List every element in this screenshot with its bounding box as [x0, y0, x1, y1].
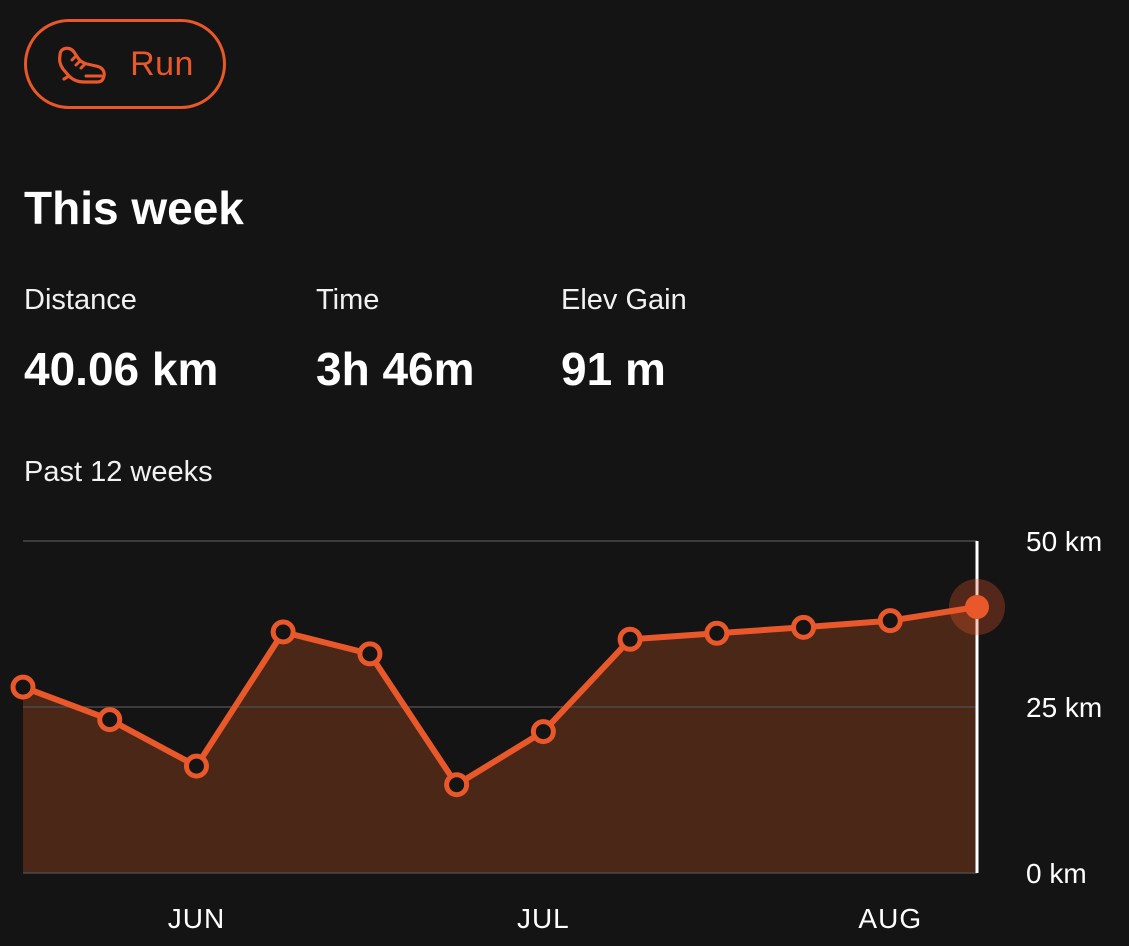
data-point[interactable]: [357, 641, 383, 667]
data-point[interactable]: [791, 614, 817, 640]
data-point[interactable]: [877, 608, 903, 634]
stat-elevation-label: Elev Gain: [561, 284, 687, 316]
y-tick-label: 25 km: [1026, 692, 1102, 723]
section-title: This week: [24, 182, 244, 234]
data-point[interactable]: [444, 772, 470, 798]
y-tick-label: 50 km: [1026, 526, 1102, 557]
x-tick-label: AUG: [858, 903, 922, 934]
data-point[interactable]: [97, 707, 123, 733]
y-tick-label: 0 km: [1026, 858, 1087, 889]
weekly-distance-chart[interactable]: 0 km 25 km 50 km JUN JUL AUG: [0, 500, 1129, 946]
stat-elevation-value: 91 m: [561, 343, 666, 395]
x-tick-label: JUN: [168, 903, 225, 934]
data-point-current[interactable]: [965, 595, 989, 620]
series-line: [20, 604, 980, 788]
stat-distance: Distance 40.06 km: [24, 282, 218, 398]
chart-period-label: Past 12 weeks: [24, 456, 213, 488]
data-point[interactable]: [270, 619, 296, 645]
stat-distance-value: 40.06 km: [24, 343, 219, 395]
data-point[interactable]: [183, 753, 209, 779]
sport-filter-label: Run: [130, 44, 194, 83]
data-point[interactable]: [10, 674, 36, 700]
stat-time: Time 3h 46m: [316, 282, 475, 398]
x-tick-label: JUL: [517, 903, 570, 934]
area-fill: [23, 607, 977, 873]
running-shoe-icon: [58, 46, 106, 84]
stat-time-label: Time: [316, 284, 380, 316]
stat-elevation: Elev Gain 91 m: [561, 282, 687, 398]
data-point[interactable]: [704, 620, 730, 646]
data-point[interactable]: [530, 719, 556, 745]
stat-time-value: 3h 46m: [316, 343, 475, 395]
stat-distance-label: Distance: [24, 284, 137, 316]
data-point[interactable]: [617, 626, 643, 652]
sport-filter-button[interactable]: Run: [24, 19, 226, 109]
